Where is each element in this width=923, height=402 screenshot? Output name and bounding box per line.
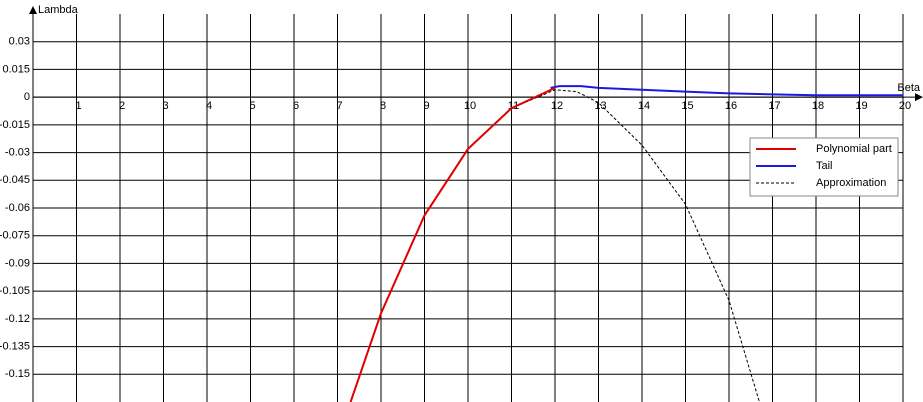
x-tick-label: 9 [423,100,429,112]
y-tick-label: -0.105 [0,285,30,297]
y-tick-label: -0.015 [0,119,30,131]
legend-label: Polynomial part [816,143,892,155]
y-tick-label: 0.015 [2,63,30,75]
x-tick-label: 8 [380,100,386,112]
y-tick-label: -0.06 [5,202,30,214]
legend-label: Approximation [816,177,886,189]
y-tick-label: -0.12 [5,313,30,325]
y-tick-label: -0.15 [5,368,30,380]
x-tick-label: 3 [162,100,168,112]
x-tick-label: 6 [293,100,299,112]
x-tick-label: 14 [638,100,650,112]
x-tick-label: 2 [119,100,125,112]
series-line [350,89,760,402]
y-tick-label: -0.045 [0,174,30,186]
y-tick-label: -0.09 [5,257,30,269]
y-tick-label: -0.03 [5,146,30,158]
x-tick-label: 17 [768,100,780,112]
y-tick-label: 0 [24,91,30,103]
x-tick-label: 15 [681,100,693,112]
y-axis-label: Lambda [38,4,79,16]
y-tick-label: -0.135 [0,340,30,352]
legend-label: Tail [816,160,833,172]
series-line [550,85,903,97]
x-tick-label: 5 [249,100,255,112]
x-tick-label: 1 [75,100,81,112]
series-line [349,86,556,402]
x-tick-label: 10 [464,100,476,112]
x-tick-label: 18 [812,100,824,112]
x-tick-label: 11 [508,100,519,112]
y-tick-label: 0.03 [9,36,30,48]
x-axis-label: Beta [897,82,921,94]
x-tick-label: 16 [725,100,737,112]
x-tick-label: 7 [336,100,342,112]
x-tick-label: 12 [551,100,563,112]
x-tick-label: 13 [594,100,606,112]
x-axis-arrow [915,93,923,102]
y-tick-label: -0.075 [0,230,30,242]
x-tick-label: 19 [855,100,867,112]
x-tick-label: 20 [899,100,911,112]
y-axis-arrow [29,6,37,14]
x-tick-label: 4 [206,100,212,112]
